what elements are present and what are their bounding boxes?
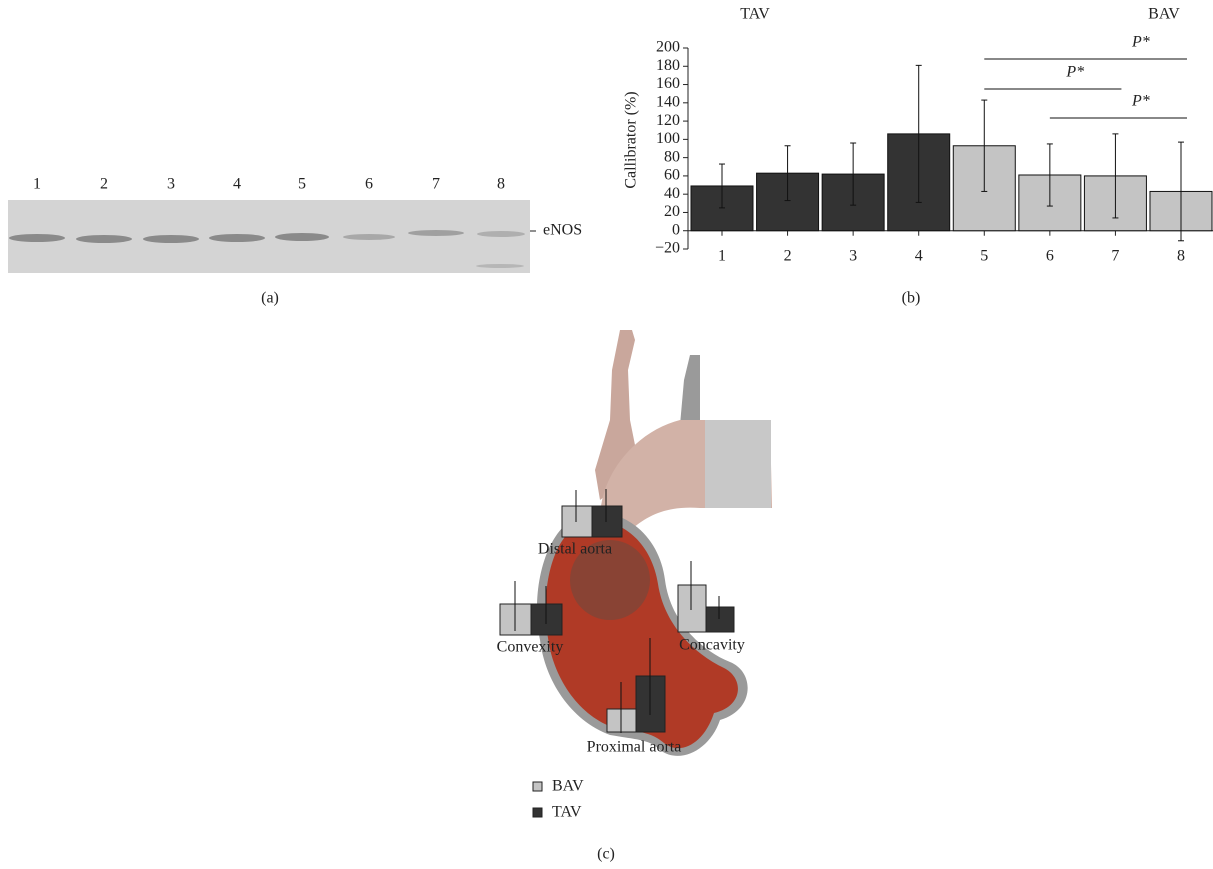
y-tick-label: 160 [656, 75, 680, 92]
band-label: eNOS [543, 222, 582, 239]
y-axis-label: Callibrator (%) [623, 91, 640, 188]
legend-label: TAV [552, 804, 582, 821]
y-tick-label: 40 [664, 185, 680, 202]
x-tick-label: 4 [915, 248, 923, 265]
region-label: Convexity [497, 639, 564, 656]
x-tick-label: 7 [1111, 248, 1119, 265]
group-label: BAV [1148, 6, 1180, 23]
region-label: Proximal aorta [587, 739, 682, 756]
figure: eNOS (a) (b) (c) Callibrator (%) TAV BAV… [0, 0, 1213, 864]
y-tick-label: 80 [664, 148, 680, 165]
lane-label: 8 [497, 176, 505, 193]
panel-label: (c) [597, 846, 615, 863]
x-tick-label: 6 [1046, 248, 1054, 265]
panel-label: (a) [261, 290, 279, 307]
significance-label: P* [1131, 93, 1150, 110]
y-tick-label: 60 [664, 167, 680, 184]
lane-label: 5 [298, 176, 306, 193]
y-tick-label: 20 [664, 203, 680, 220]
lane-label: 1 [33, 176, 41, 193]
blot [8, 200, 536, 273]
x-tick-label: 2 [784, 248, 792, 265]
region-label: Distal aorta [538, 541, 612, 558]
y-tick-label: 100 [656, 130, 680, 147]
y-tick-label: 120 [656, 112, 680, 129]
y-tick-label: 200 [656, 39, 680, 56]
significance-label: P* [1131, 34, 1150, 51]
x-tick-label: 5 [980, 248, 988, 265]
lane-label: 7 [432, 176, 440, 193]
lane-label: 4 [233, 176, 241, 193]
region-label: Concavity [679, 637, 745, 654]
x-tick-label: 3 [849, 248, 857, 265]
x-tick-label: 1 [718, 248, 726, 265]
y-tick-label: 140 [656, 93, 680, 110]
y-tick-label: 180 [656, 57, 680, 74]
lane-label: 2 [100, 176, 108, 193]
y-tick-label: −20 [655, 240, 680, 257]
significance-label: P* [1065, 64, 1084, 81]
panel-label: (b) [902, 290, 921, 307]
lane-label: 3 [167, 176, 175, 193]
y-tick-label: 0 [672, 221, 680, 238]
lane-label: 6 [365, 176, 373, 193]
group-label: TAV [740, 6, 770, 23]
legend-label: BAV [552, 778, 584, 795]
x-tick-label: 8 [1177, 248, 1185, 265]
